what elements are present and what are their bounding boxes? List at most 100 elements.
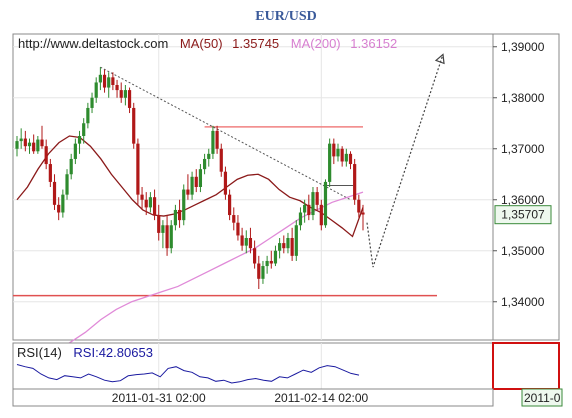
candle-body [69, 158, 73, 175]
ma50-label: MA(50) [180, 36, 223, 51]
candle-body [32, 142, 36, 152]
candle [340, 146, 344, 167]
candle-body [152, 197, 157, 216]
candle [211, 125, 215, 159]
ma200-value: 1.36152 [350, 36, 397, 51]
candle [169, 220, 173, 254]
candle [115, 79, 119, 98]
candle-body [361, 212, 365, 215]
candle-body [132, 107, 136, 144]
candle [219, 143, 223, 177]
candle-body [340, 148, 344, 162]
time-axis-scroll-box[interactable] [521, 388, 563, 407]
candle-body [198, 169, 203, 187]
candle [132, 102, 136, 149]
candle [323, 179, 328, 228]
candle-body [173, 209, 178, 226]
candle-body [236, 222, 240, 236]
candle [119, 82, 123, 103]
candle-body [119, 90, 123, 98]
candle-body [86, 107, 90, 124]
candle-body [65, 174, 69, 195]
candle-body [344, 153, 348, 162]
candle-body [269, 260, 273, 264]
candle-body [161, 225, 165, 233]
candle-body [207, 153, 211, 159]
candle-body [52, 181, 57, 205]
candle-body [61, 194, 65, 213]
y-tick-label: 1,34000 [501, 295, 545, 309]
candle-body [202, 158, 207, 170]
candle [57, 197, 61, 221]
candle-body [311, 192, 315, 216]
candle [198, 164, 203, 193]
candle [282, 235, 286, 254]
candle [269, 250, 273, 269]
candle-body [290, 238, 294, 256]
candle-body [27, 142, 32, 147]
vertical-gridlines [158, 34, 322, 340]
candle [257, 255, 261, 289]
candle [186, 174, 190, 200]
candle [319, 199, 323, 231]
svg-text:RSI(14) RSI:42.80653: RSI(14) RSI:42.80653 [17, 345, 153, 360]
candle-body [307, 204, 311, 216]
candle-body [73, 143, 77, 159]
candle-body [261, 266, 265, 279]
candle-body [357, 199, 361, 213]
candle [48, 158, 52, 187]
candlestick-series [15, 67, 365, 289]
candle [32, 134, 36, 154]
y-tick-label: 1,36000 [501, 193, 545, 207]
ma50-layer [16, 135, 364, 238]
candle-body [248, 238, 253, 249]
candle-body [77, 136, 82, 144]
candle-body [323, 181, 328, 226]
candle [82, 118, 86, 144]
candle-body [253, 248, 257, 264]
candle [107, 72, 111, 98]
candle [290, 227, 294, 261]
candle-body [23, 138, 27, 147]
candle-body [115, 85, 119, 91]
source-label: http://www.deltastock.com [18, 36, 168, 51]
candle-body [157, 215, 161, 233]
candle-body [36, 139, 40, 152]
candle [15, 136, 19, 157]
candle [190, 171, 194, 200]
ma50-line [16, 135, 364, 238]
candle-body [111, 77, 115, 85]
candle [344, 148, 348, 167]
candle [52, 174, 57, 210]
candle [182, 184, 186, 226]
candle [177, 199, 182, 228]
candle [144, 192, 148, 216]
candle [240, 227, 244, 251]
candle [98, 67, 102, 91]
rsi-panel [12, 342, 494, 390]
rsi-label: RSI(14) [17, 345, 62, 360]
rsi-value: RSI:42.80653 [73, 345, 153, 360]
candle-body [211, 130, 215, 154]
candle-body [190, 176, 194, 195]
candle-body [144, 199, 148, 208]
candle-body [298, 212, 303, 226]
price-panel [12, 33, 494, 341]
candle-body [57, 204, 61, 213]
candle [265, 255, 269, 274]
candle-body [123, 90, 127, 98]
rsi-axis-box [492, 342, 560, 390]
candle [215, 125, 219, 154]
candle [102, 69, 107, 93]
candle [157, 204, 161, 241]
candle [94, 77, 98, 103]
candle-body [127, 90, 132, 108]
candle [123, 85, 127, 106]
candle [223, 166, 228, 200]
candle [278, 238, 282, 259]
candle-body [278, 243, 282, 251]
candle-body [328, 143, 332, 182]
projection-path [366, 54, 444, 268]
candle [77, 130, 82, 154]
candle [248, 227, 253, 254]
